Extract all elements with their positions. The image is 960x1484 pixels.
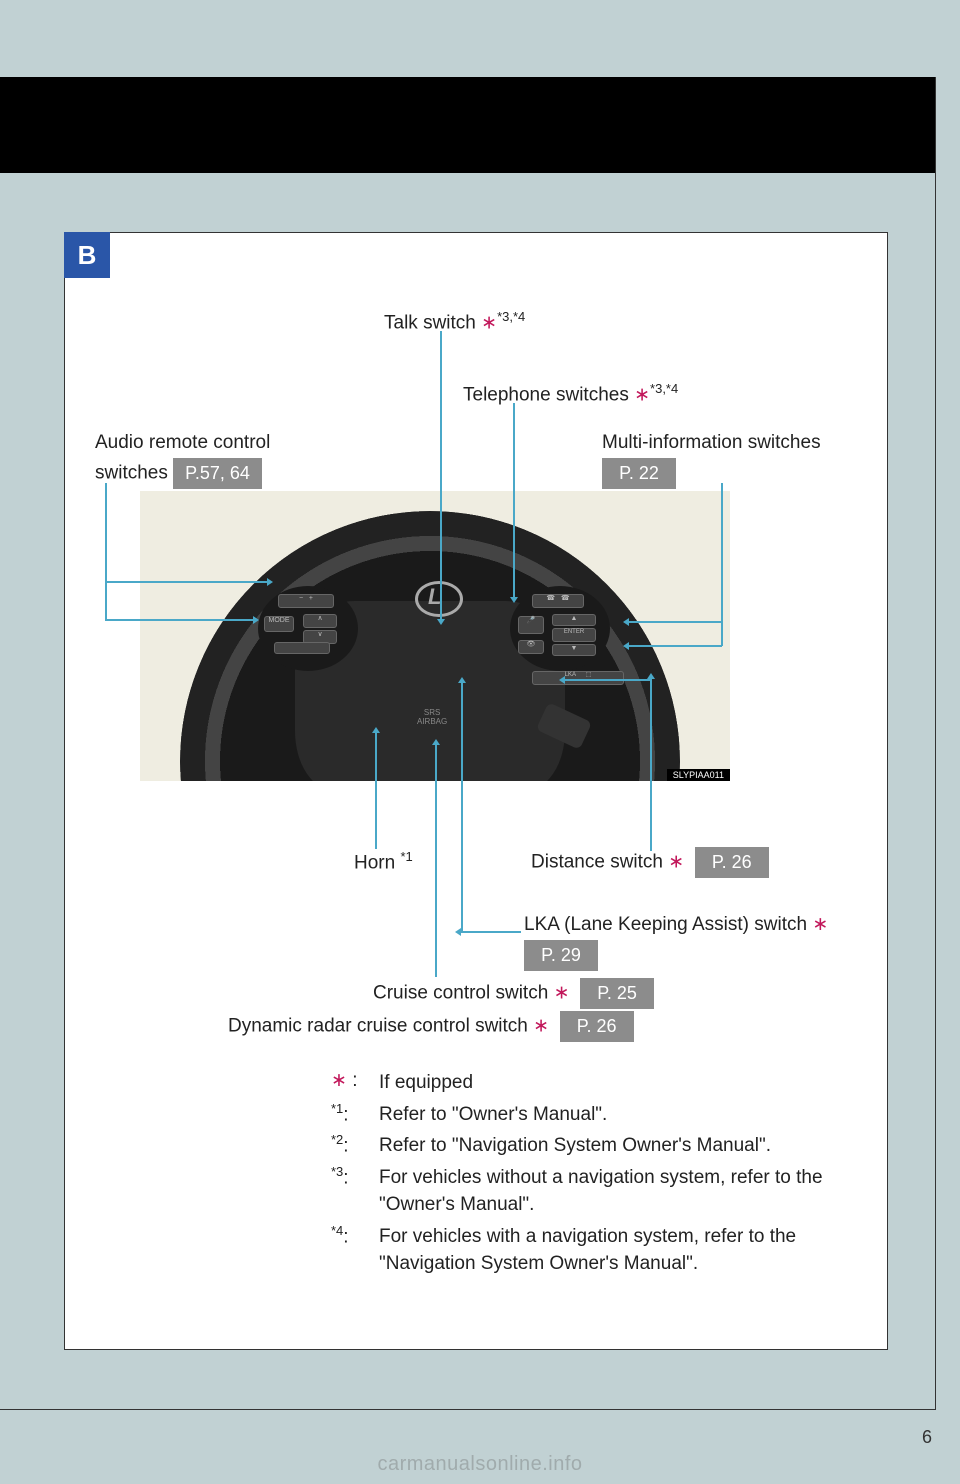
- telephone-switches-label: Telephone switches ∗*3,*4: [463, 379, 678, 410]
- leader-audio-h2: [105, 619, 253, 621]
- leader-lka: [461, 683, 463, 931]
- right-button-cluster: ☎ ☎ 🎤 ▲ ENTER ▼ 👁: [510, 586, 610, 671]
- leader-multi-h2: [629, 645, 722, 647]
- lexus-logo-icon: [415, 581, 463, 617]
- footnote-1: *1: Refer to "Owner's Manual".: [331, 1101, 851, 1129]
- footnote-3: *3: For vehicles without a navigation sy…: [331, 1164, 851, 1219]
- page-ref-dynamic: P. 26: [560, 1011, 634, 1042]
- dynamic-cruise-label: Dynamic radar cruise control switch ∗ P.…: [228, 1011, 634, 1042]
- page-ref-multi: P. 22: [602, 458, 676, 489]
- left-button-cluster: − + MODE ∧ ∨: [258, 586, 358, 671]
- footnote-star: ∗ : If equipped: [331, 1069, 851, 1097]
- page-ref-lka: P. 29: [524, 940, 598, 971]
- horn-label: Horn *1: [354, 847, 413, 878]
- section-badge: B: [64, 232, 110, 278]
- steering-wheel-illustration: − + MODE ∧ ∨ ☎ ☎ 🎤 ▲ ENTER ▼ 👁 LKA ⬚ SRS…: [140, 491, 730, 781]
- cruise-switch-label: Cruise control switch ∗ P. 25: [373, 978, 654, 1009]
- leader-telephone: [513, 403, 515, 597]
- multi-info-label: Multi-information switches P. 22: [602, 429, 862, 489]
- footnote-2: *2: Refer to "Navigation System Owner's …: [331, 1132, 851, 1160]
- leader-distance-v: [650, 679, 652, 851]
- srs-airbag-label: SRSAIRBAG: [417, 709, 447, 727]
- photo-reference-tag: SLYPIAA011: [667, 769, 730, 781]
- leader-audio-h1: [105, 581, 267, 583]
- page-number: 6: [922, 1427, 932, 1448]
- talk-switch-label: Talk switch ∗*3,*4: [384, 307, 525, 338]
- audio-remote-label: Audio remote control switches P.57, 64: [95, 429, 305, 489]
- footnote-4: *4: For vehicles with a navigation syste…: [331, 1223, 851, 1278]
- leader-cruise: [435, 745, 437, 977]
- leader-lka-h: [461, 931, 521, 933]
- watermark-text: carmanualsonline.info: [0, 1453, 960, 1476]
- leader-audio-v: [105, 483, 107, 619]
- leader-multi-h1: [629, 621, 722, 623]
- footnotes-block: ∗ : If equipped *1: Refer to "Owner's Ma…: [331, 1069, 851, 1282]
- leader-talk: [440, 331, 442, 619]
- main-diagram-frame: B Talk switch ∗*3,*4 Telephone switches …: [64, 232, 888, 1350]
- page-ref-cruise: P. 25: [580, 978, 654, 1009]
- distance-switch-label: Distance switch ∗ P. 26: [531, 847, 769, 878]
- lka-switch-label: LKA (Lane Keeping Assist) switch ∗ P. 29: [524, 911, 854, 971]
- leader-distance-h: [565, 679, 651, 681]
- page-ref-audio: P.57, 64: [173, 458, 262, 489]
- leader-horn: [375, 733, 377, 849]
- page-ref-distance: P. 26: [695, 847, 769, 878]
